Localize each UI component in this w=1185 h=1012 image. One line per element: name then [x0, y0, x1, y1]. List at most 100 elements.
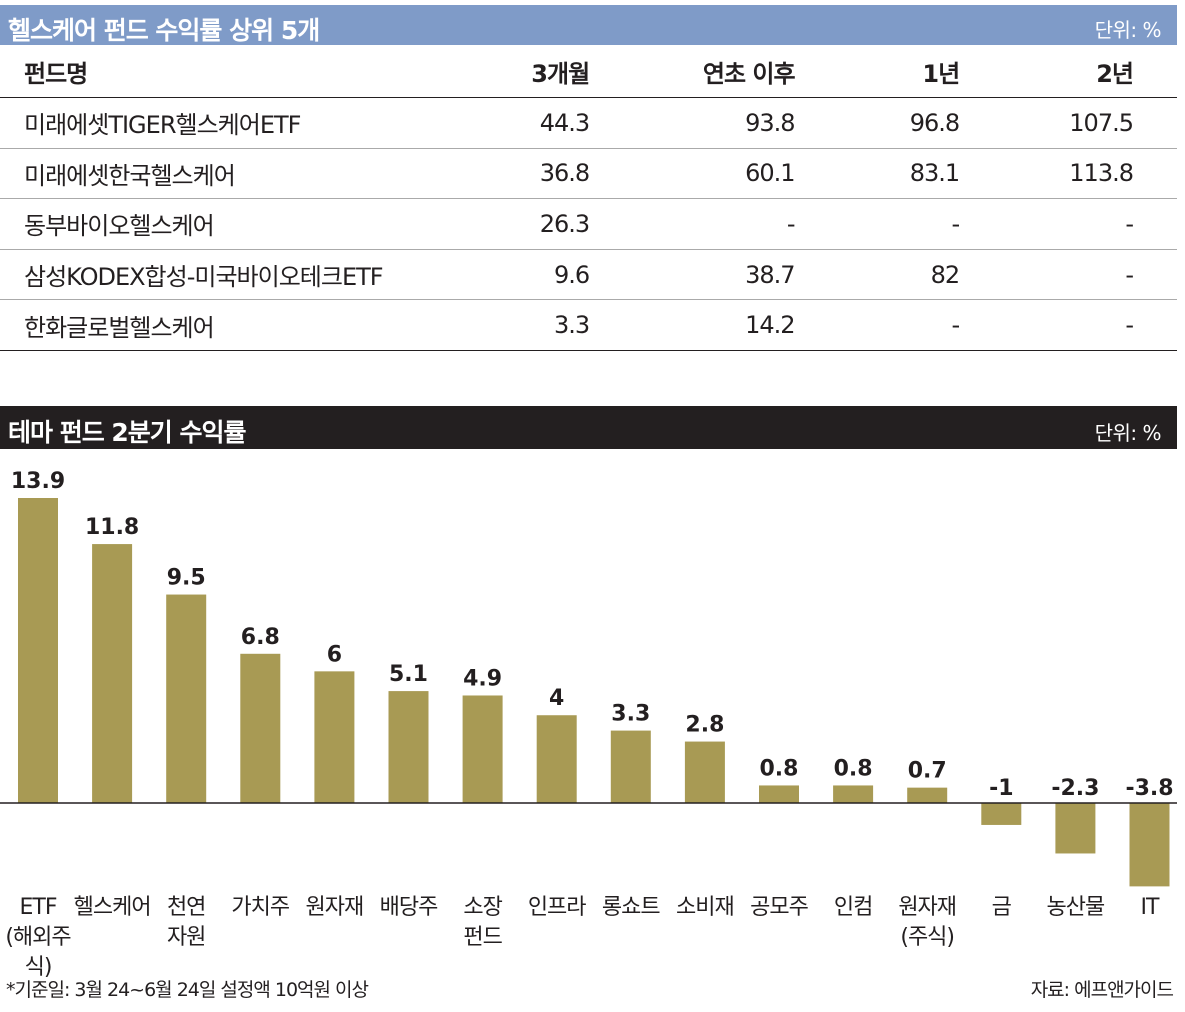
category-label-line: 소비재: [676, 895, 735, 920]
table-row: 동부바이오헬스케어 26.3 - - -: [0, 198, 1177, 250]
fund-name-cell: 한화글로벌헬스케어: [0, 299, 464, 351]
footnote: *기준일: 3월 24~6월 24일 설정액 10억원 이상: [6, 979, 369, 1001]
data-label: 6.8: [241, 625, 280, 650]
data-label: 11.8: [85, 515, 139, 540]
category-label: 헬스케어: [67, 893, 157, 923]
data-label: 13.9: [11, 469, 65, 494]
chart-title: 테마 펀드 2분기 수익률: [8, 418, 247, 447]
chart-unit: 단위: %: [1094, 421, 1162, 445]
category-label: 원자재: [289, 893, 379, 923]
category-label-line: 공모주: [750, 895, 809, 920]
category-label: 소비재: [660, 893, 750, 923]
value-cell: -: [794, 299, 960, 351]
data-label: -3.8: [1125, 776, 1173, 801]
category-label: 롱쇼트: [586, 893, 676, 923]
value-cell: 107.5: [959, 97, 1177, 149]
bar: [610, 730, 651, 803]
bar: [907, 787, 948, 803]
data-label: -2.3: [1051, 776, 1099, 801]
header-3month: 3개월: [463, 45, 590, 98]
category-label: 인프라: [512, 893, 602, 923]
value-cell: 26.3: [463, 198, 590, 250]
chart-header-bar: 테마 펀드 2분기 수익률 단위: %: [0, 406, 1177, 449]
category-label: 공모주: [734, 893, 824, 923]
value-cell: -: [959, 249, 1177, 301]
category-label-line: 펀드: [463, 925, 502, 950]
value-cell: 82: [794, 249, 960, 301]
value-cell: 60.1: [589, 148, 796, 200]
category-label-line: (해외주식): [5, 925, 71, 980]
category-label-line: 금: [991, 895, 1012, 920]
category-label: 원자재 (주식): [882, 893, 972, 953]
category-label-line: 농산물: [1046, 895, 1106, 920]
category-label-line: 천연: [166, 895, 206, 920]
value-cell: 113.8: [959, 148, 1177, 200]
value-cell: 36.8: [463, 148, 590, 200]
theme-fund-bar-chart: 13.9 11.8 9.5 6.8 6 5.1 4.9 4 3.3 2.8 0.8 0.8 0.7 -1 -…: [0, 469, 1177, 887]
bar: [240, 653, 281, 803]
category-label: IT: [1105, 893, 1185, 923]
table-header-row: 펀드명 3개월 연초 이후 1년 2년: [0, 45, 1177, 98]
category-label-line: 배당주: [379, 895, 439, 920]
category-label: ETF (해외주식): [0, 893, 83, 983]
bar: [166, 594, 207, 803]
category-label-line: ETF: [19, 895, 58, 920]
category-label: 배당주: [364, 893, 454, 923]
value-cell: 14.2: [589, 299, 796, 351]
category-label: 농산물: [1030, 893, 1120, 923]
header-2year: 2년: [959, 45, 1177, 98]
table-title: 헬스케어 펀드 수익률 상위 5개: [8, 16, 320, 45]
table-unit: 단위: %: [1094, 18, 1162, 42]
fund-name-cell: 미래에셋TIGER헬스케어ETF: [0, 97, 464, 149]
category-label-line: 원자재: [305, 895, 365, 920]
value-cell: 83.1: [794, 148, 960, 200]
bar: [1129, 803, 1170, 887]
bar: [1055, 803, 1096, 854]
header-fund-name: 펀드명: [0, 45, 464, 98]
bar: [536, 715, 577, 803]
data-label: 6: [327, 642, 342, 667]
bar: [833, 785, 874, 803]
category-label-line: 인컴: [833, 895, 873, 920]
data-label: -1: [989, 776, 1013, 801]
data-label: 4.9: [463, 666, 502, 691]
category-label: 금: [956, 893, 1046, 923]
value-cell: 93.8: [589, 97, 796, 149]
category-label-line: (주식): [900, 925, 955, 950]
value-cell: 3.3: [463, 299, 590, 351]
value-cell: -: [959, 299, 1177, 351]
category-label-line: 헬스케어: [73, 895, 152, 920]
bar: [314, 671, 355, 803]
table-row: 미래에셋한국헬스케어 36.8 60.1 83.1 113.8: [0, 148, 1177, 200]
table-row: 미래에셋TIGER헬스케어ETF 44.3 93.8 96.8 107.5: [0, 97, 1177, 149]
fund-name-cell: 동부바이오헬스케어: [0, 198, 464, 250]
category-label-line: 자원: [166, 925, 206, 950]
bar: [388, 691, 429, 803]
bar: [981, 803, 1022, 825]
data-label: 3.3: [611, 702, 650, 727]
bar: [684, 741, 725, 803]
category-label-line: 가치주: [231, 895, 290, 920]
value-cell: 9.6: [463, 249, 590, 301]
value-cell: -: [794, 198, 960, 250]
category-label-line: 롱쇼트: [601, 895, 661, 920]
value-cell: 96.8: [794, 97, 960, 149]
table-header-bar: 헬스케어 펀드 수익률 상위 5개 단위: %: [0, 5, 1177, 45]
fund-returns-table: 펀드명 3개월 연초 이후 1년 2년 미래에셋TIGER헬스케어ETF 44.…: [0, 45, 1177, 351]
category-label-line: IT: [1140, 895, 1160, 920]
category-label-line: 소장: [463, 895, 502, 920]
data-label: 0.8: [760, 756, 799, 781]
data-label: 4: [549, 686, 564, 711]
fund-name-cell: 미래에셋한국헬스케어: [0, 148, 464, 200]
data-label: 5.1: [389, 662, 428, 687]
bar: [92, 544, 133, 803]
category-label: 가치주: [215, 893, 305, 923]
source-note: 자료: 에프앤가이드: [1030, 979, 1174, 1001]
bar: [759, 785, 799, 803]
bar: [18, 498, 58, 803]
value-cell: 44.3: [463, 97, 590, 149]
table-row: 삼성KODEX합성-미국바이오테크ETF 9.6 38.7 82 -: [0, 249, 1177, 301]
header-1year: 1년: [794, 45, 960, 98]
